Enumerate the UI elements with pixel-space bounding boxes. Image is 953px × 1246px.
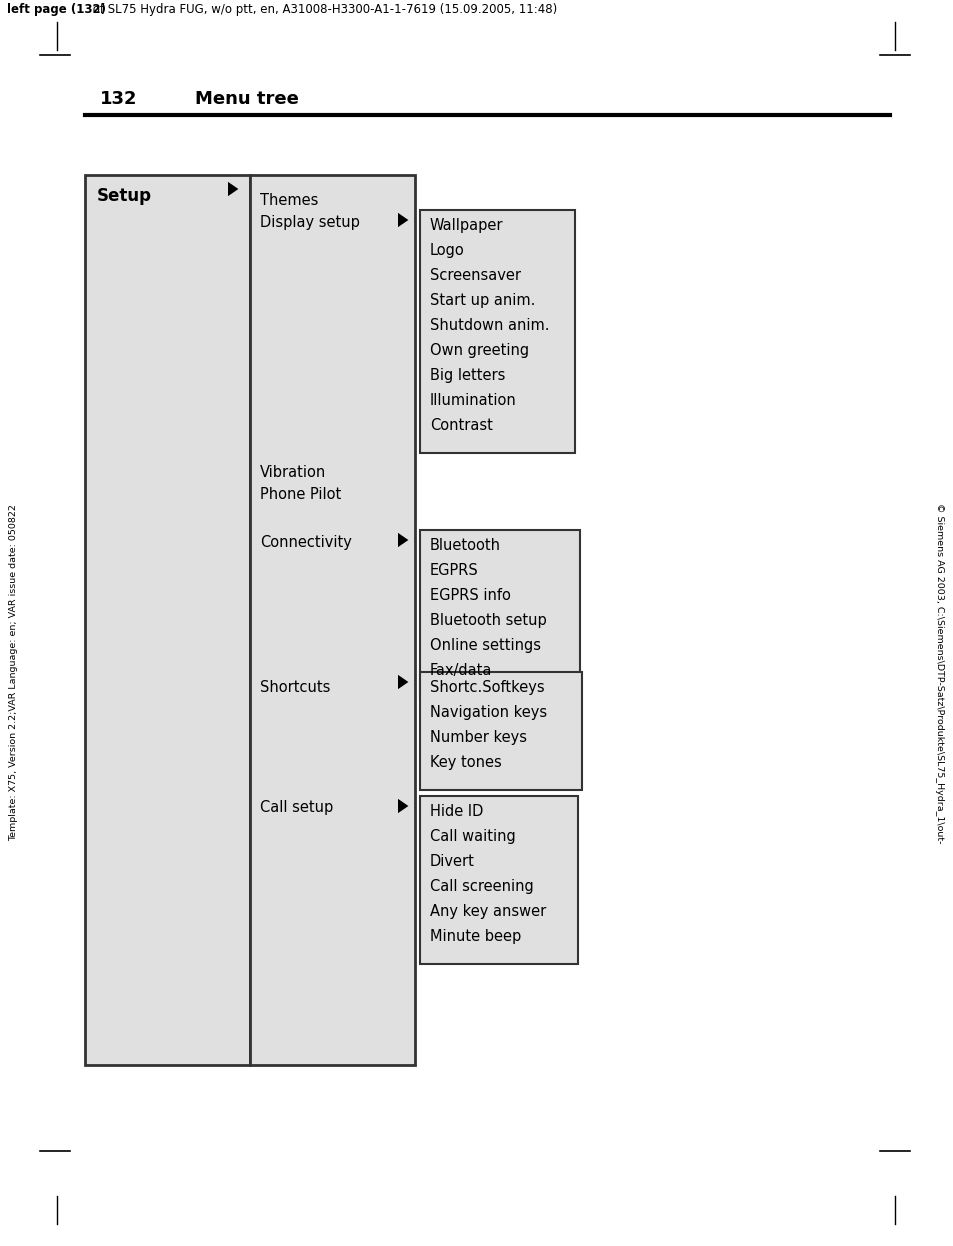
- Text: of SL75 Hydra FUG, w/o ptt, en, A31008-H3300-A1-1-7619 (15.09.2005, 11:48): of SL75 Hydra FUG, w/o ptt, en, A31008-H…: [90, 2, 558, 16]
- Bar: [85, 174, 250, 1065]
- Text: Key tones: Key tones: [430, 755, 501, 770]
- Text: Any key answer: Any key answer: [430, 905, 546, 920]
- Text: Number keys: Number keys: [430, 730, 526, 745]
- Text: Shortcuts: Shortcuts: [260, 680, 330, 695]
- Text: left page (132): left page (132): [7, 2, 106, 16]
- Text: Fax/data: Fax/data: [430, 663, 492, 678]
- Text: Template: X75, Version 2.2;VAR Language: en; VAR issue date: 050822: Template: X75, Version 2.2;VAR Language:…: [10, 505, 18, 841]
- Text: Connectivity: Connectivity: [260, 535, 352, 549]
- Polygon shape: [228, 182, 238, 196]
- Text: Bluetooth: Bluetooth: [430, 538, 500, 553]
- Text: Wallpaper: Wallpaper: [430, 218, 503, 233]
- Text: Online settings: Online settings: [430, 638, 540, 653]
- Text: Shortc.Softkeys: Shortc.Softkeys: [430, 680, 544, 695]
- Text: Call setup: Call setup: [260, 800, 333, 815]
- Bar: [419, 211, 575, 454]
- Text: Setup: Setup: [97, 187, 152, 206]
- Text: Phone Pilot: Phone Pilot: [260, 487, 341, 502]
- Text: Vibration: Vibration: [260, 465, 326, 480]
- Bar: [250, 174, 415, 1065]
- Text: Big letters: Big letters: [430, 368, 505, 383]
- Text: Menu tree: Menu tree: [194, 90, 298, 108]
- Polygon shape: [397, 675, 408, 689]
- Text: Screensaver: Screensaver: [430, 268, 520, 283]
- Text: Themes: Themes: [260, 193, 318, 208]
- Text: Navigation keys: Navigation keys: [430, 705, 547, 720]
- Polygon shape: [397, 533, 408, 547]
- Text: Logo: Logo: [430, 243, 464, 258]
- Bar: [0, 0, 953, 22]
- Text: Minute beep: Minute beep: [430, 930, 520, 944]
- Text: Own greeting: Own greeting: [430, 343, 529, 358]
- Text: © Siemens AG 2003, C:\Siemens\DTP-Satz\Produkte\SL75_Hydra_1\out-: © Siemens AG 2003, C:\Siemens\DTP-Satz\P…: [935, 502, 943, 844]
- Bar: [419, 672, 581, 790]
- Text: Call waiting: Call waiting: [430, 829, 516, 844]
- Polygon shape: [397, 799, 408, 814]
- Text: EGPRS info: EGPRS info: [430, 588, 511, 603]
- Bar: [419, 796, 578, 964]
- Text: Start up anim.: Start up anim.: [430, 293, 535, 308]
- Text: Bluetooth setup: Bluetooth setup: [430, 613, 546, 628]
- Polygon shape: [397, 213, 408, 227]
- Text: Divert: Divert: [430, 854, 475, 868]
- Text: Display setup: Display setup: [260, 216, 359, 231]
- Text: Shutdown anim.: Shutdown anim.: [430, 318, 549, 333]
- Text: 132: 132: [100, 90, 137, 108]
- Text: Contrast: Contrast: [430, 417, 493, 434]
- Text: Illumination: Illumination: [430, 392, 517, 407]
- Bar: [419, 530, 579, 698]
- Text: EGPRS: EGPRS: [430, 563, 478, 578]
- Text: Call screening: Call screening: [430, 878, 533, 893]
- Text: Hide ID: Hide ID: [430, 804, 483, 819]
